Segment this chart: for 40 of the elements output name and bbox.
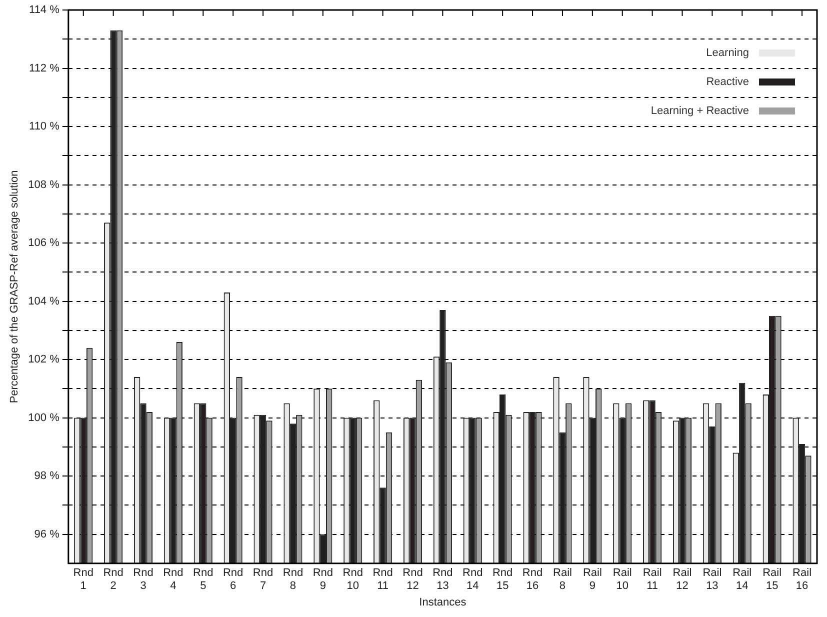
legend-label: Learning + Reactive [650, 105, 749, 118]
y-tick-label: 104 % [28, 295, 60, 308]
x-tick-label: Rail 8 [552, 567, 572, 592]
legend-label: Reactive [706, 76, 749, 88]
x-tick-label: Rail 15 [762, 567, 782, 592]
x-tick-label: Rnd 3 [133, 567, 154, 592]
x-tick-label: Rnd 8 [282, 567, 304, 592]
y-tick-label: 100 % [28, 412, 60, 424]
y-tick-label: 110 % [29, 120, 60, 133]
x-tick-label: Rail 9 [582, 567, 602, 592]
x-tick-label: Rnd 7 [252, 567, 274, 592]
x-tick-label: Rail 14 [732, 567, 752, 592]
x-tick-label: Rail 10 [612, 567, 632, 592]
x-tick-label: Rail 16 [792, 567, 812, 592]
x-tick-label: Rnd 15 [492, 567, 513, 592]
y-tick-label: 106 % [28, 237, 60, 250]
x-tick-label: Rnd 14 [462, 567, 483, 592]
y-tick-label: 102 % [28, 354, 60, 366]
x-tick-label: Rnd 6 [222, 567, 244, 592]
x-axis-title: Instances [419, 596, 467, 608]
x-tick-label: Rnd 4 [163, 567, 184, 592]
x-tick-label: Rnd 12 [402, 567, 423, 592]
x-tick-label: Rail 11 [642, 567, 662, 592]
x-tick-label: Rail 12 [672, 567, 692, 592]
x-tick-label: Rnd 1 [73, 567, 94, 592]
x-tick-label: Rnd 5 [193, 567, 214, 592]
x-tick-label: Rnd 13 [432, 567, 453, 592]
legend-label: Learning [706, 47, 749, 60]
x-tick-label: Rnd 11 [372, 567, 393, 592]
y-axis-title: Percentage of the GRASP-Ref average solution [8, 170, 21, 404]
y-tick-label: 114 % [29, 4, 60, 16]
y-tick-label: 112 % [29, 62, 60, 74]
y-tick-label: 96 % [34, 528, 60, 540]
x-tick-label: Rail 13 [702, 567, 722, 592]
x-tick-label: Rnd 9 [312, 567, 334, 592]
y-tick-label: 98 % [34, 470, 60, 482]
x-tick-label: Rnd 2 [103, 567, 124, 592]
x-tick-label: Rnd 16 [522, 567, 543, 592]
x-tick-label: Rnd 10 [342, 567, 363, 592]
y-tick-label: 108 % [28, 178, 60, 191]
